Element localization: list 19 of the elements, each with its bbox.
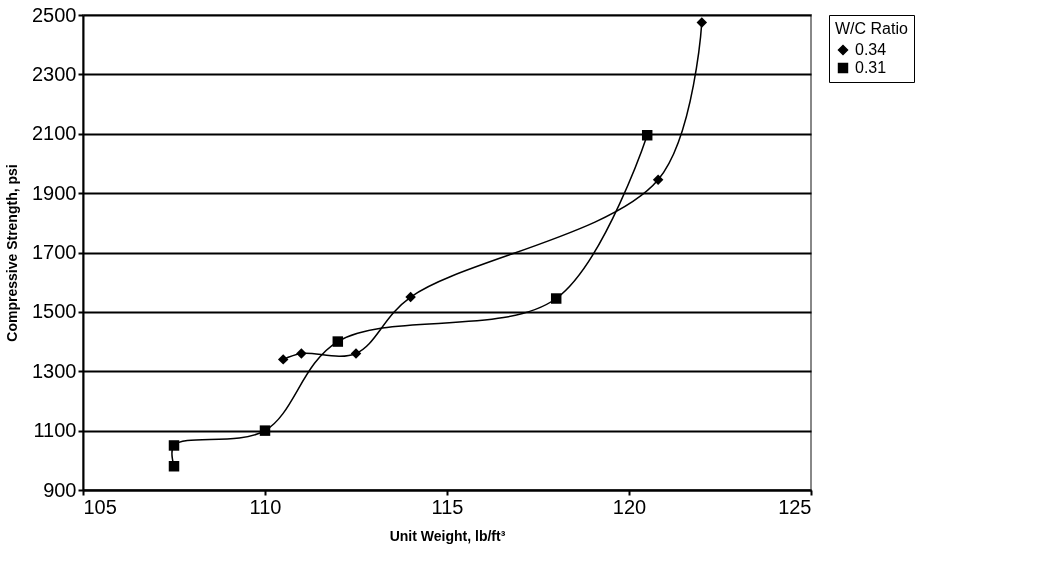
y-tick-label: 2500: [32, 3, 77, 26]
y-axis-title: Compressive Strength, psi: [4, 164, 21, 342]
legend-label: 0.31: [855, 59, 887, 76]
y-tick-label: 2100: [32, 122, 77, 145]
y-tick-label: 1700: [32, 241, 77, 263]
y-tick-label: 900: [43, 478, 77, 501]
x-tick-label: 110: [249, 495, 282, 518]
x-tick-label: 120: [612, 495, 647, 518]
y-tick-label: 1500: [32, 300, 77, 323]
y-tick-label: 1300: [32, 359, 77, 382]
legend-title: W/C Ratio: [835, 20, 908, 37]
y-tick-label: 1900: [32, 181, 77, 204]
x-tick-label: 125: [778, 495, 812, 518]
y-tick-label: 1100: [33, 419, 77, 442]
x-tick-label: 115: [431, 495, 464, 518]
x-axis-title: Unit Weight, lb/ft³: [389, 527, 506, 544]
y-tick-label: 2300: [32, 62, 77, 85]
legend-label: 0.34: [855, 41, 887, 58]
x-tick-label: 105: [83, 495, 117, 518]
